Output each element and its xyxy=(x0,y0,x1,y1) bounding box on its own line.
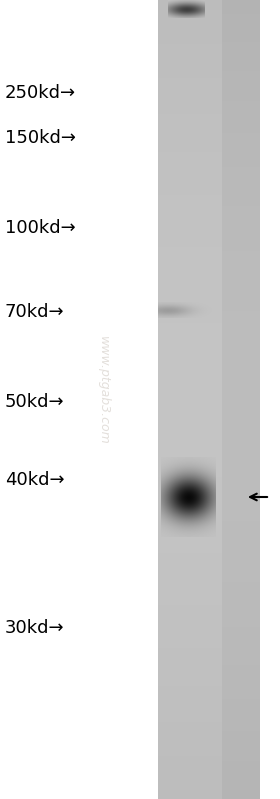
Text: 30kd→: 30kd→ xyxy=(5,619,65,637)
Text: 100kd→: 100kd→ xyxy=(5,219,76,237)
Text: 150kd→: 150kd→ xyxy=(5,129,76,147)
Text: www.ptgab3.com: www.ptgab3.com xyxy=(97,336,109,444)
Text: 40kd→: 40kd→ xyxy=(5,471,65,489)
Text: 70kd→: 70kd→ xyxy=(5,303,65,321)
Text: 50kd→: 50kd→ xyxy=(5,393,65,411)
Text: 250kd→: 250kd→ xyxy=(5,84,76,102)
